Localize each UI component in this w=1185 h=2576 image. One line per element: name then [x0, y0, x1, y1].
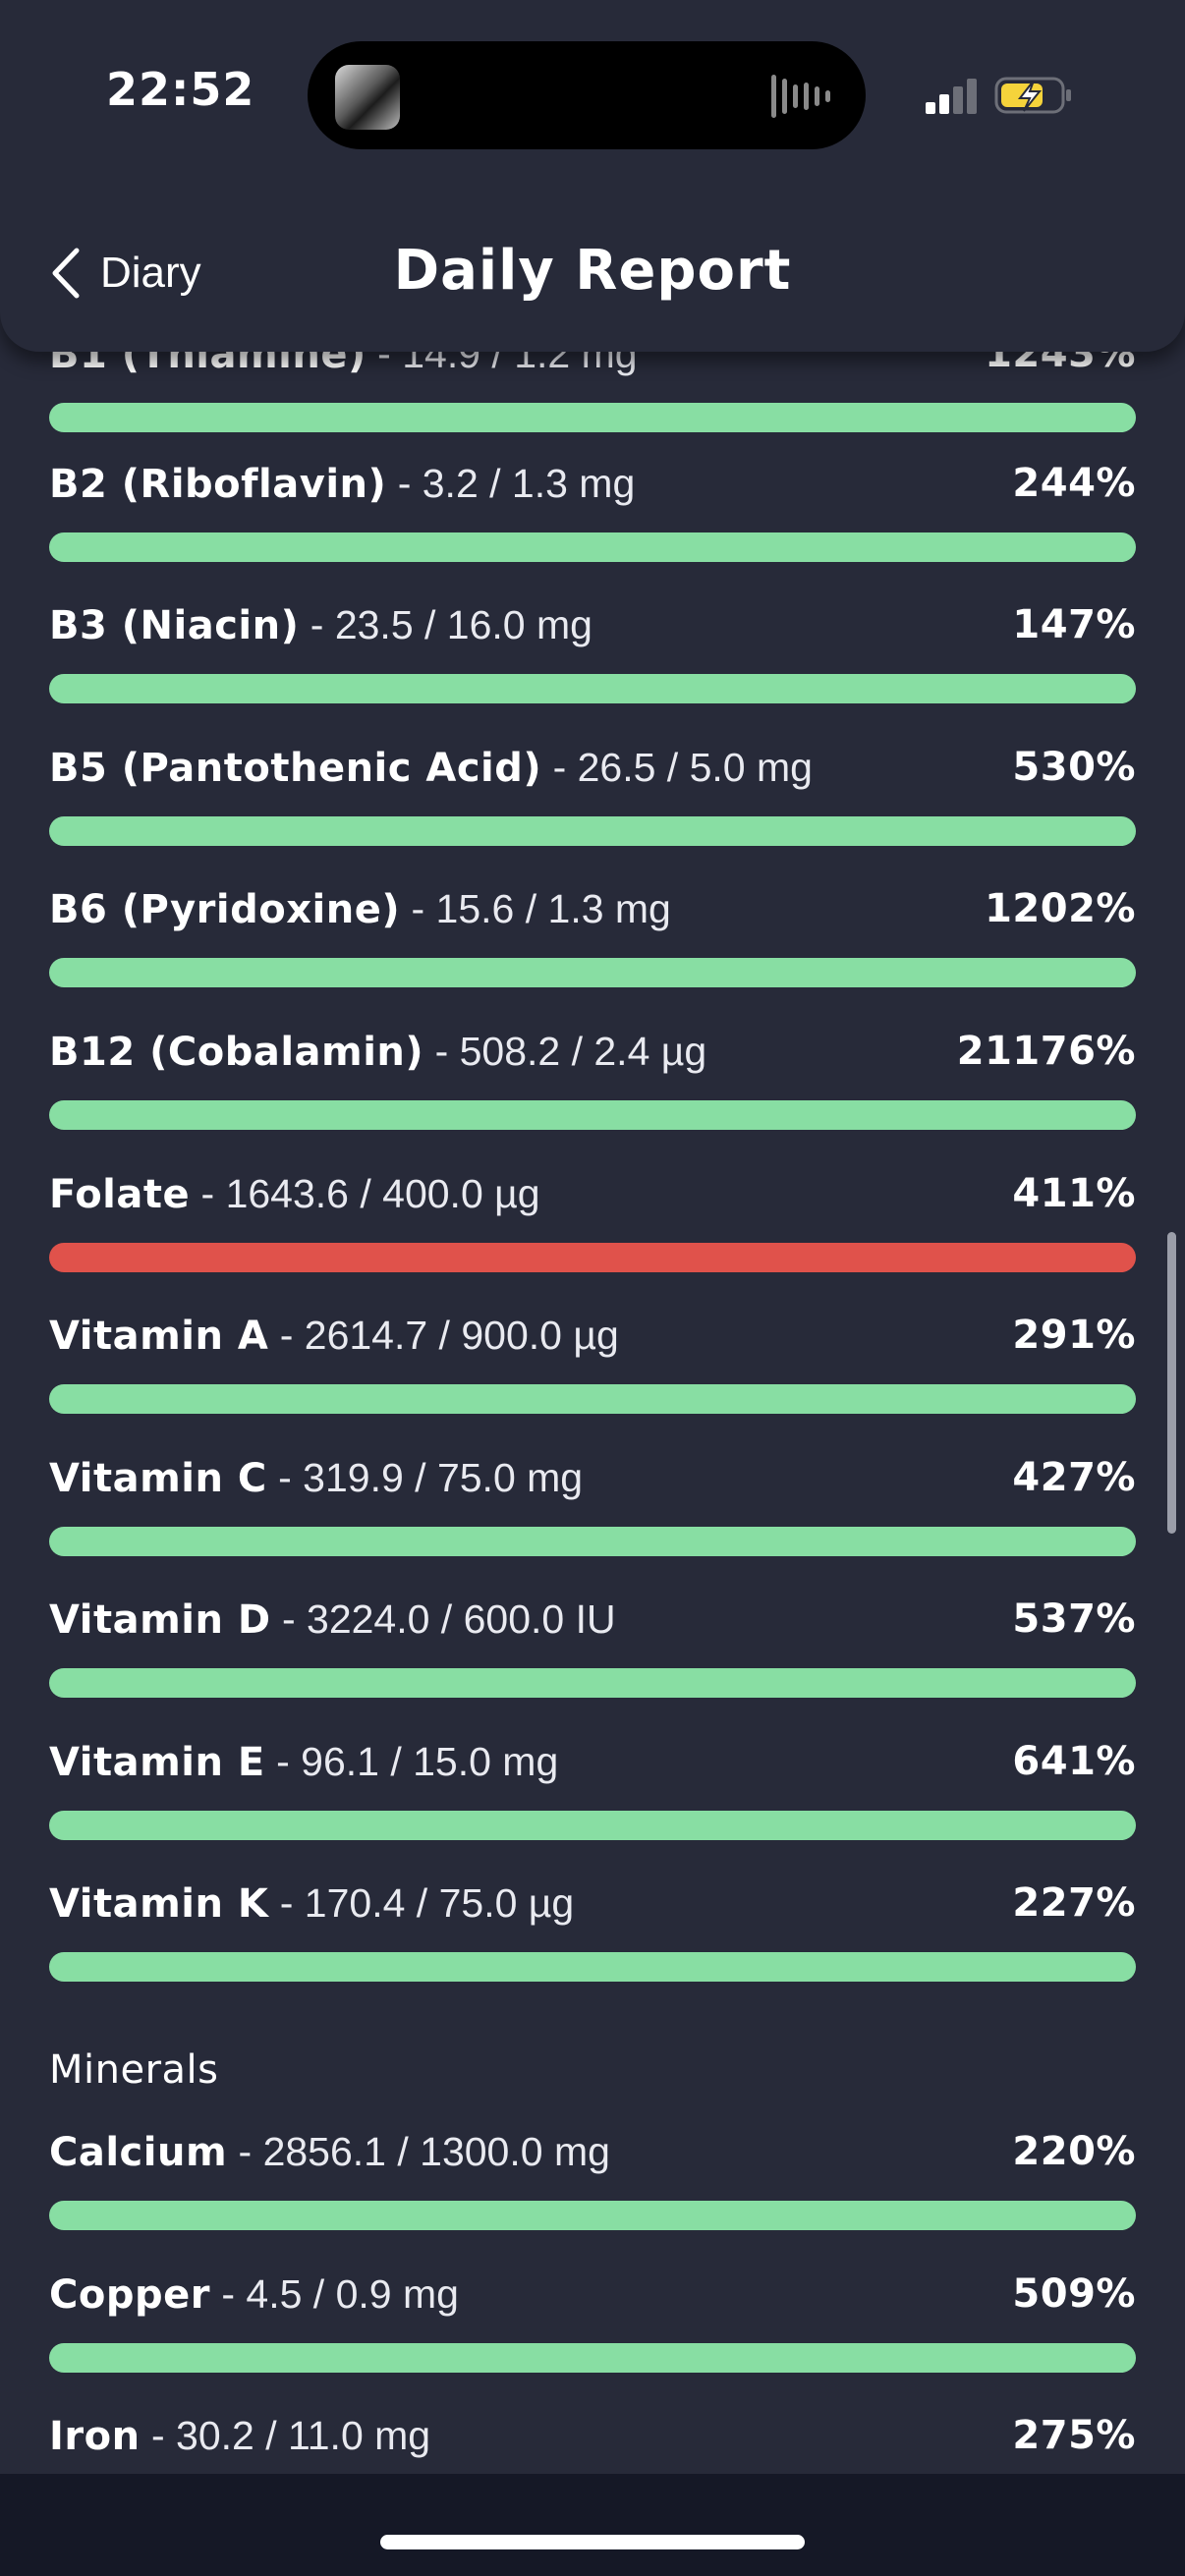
nutrient-amount: - 3224.0 / 600.0 IU: [270, 1596, 616, 1642]
nutrient-name: Vitamin C: [49, 1456, 267, 1501]
nutrient-name: Copper: [49, 2272, 210, 2318]
nutrient-name: Iron: [49, 2414, 141, 2459]
nutrient-amount: - 2856.1 / 1300.0 mg: [227, 2129, 610, 2174]
progress-bar: [49, 2343, 1136, 2373]
nutrient-name: B6 (Pyridoxine): [49, 887, 401, 932]
list-item-b5: B5 (Pantothenic Acid) - 26.5 / 5.0 mg 53…: [49, 738, 1136, 856]
dynamic-island[interactable]: [308, 41, 866, 149]
nutrient-name: Vitamin D: [49, 1597, 271, 1643]
list-item-vitamin-a: Vitamin A - 2614.7 / 900.0 µg 291%: [49, 1306, 1136, 1424]
list-item-b2: B2 (Riboflavin) - 3.2 / 1.3 mg 244%: [49, 454, 1136, 572]
list-item-b12: B12 (Cobalamin) - 508.2 / 2.4 µg 21176%: [49, 1022, 1136, 1140]
nutrient-amount: - 23.5 / 16.0 mg: [299, 602, 592, 647]
progress-bar: [49, 2201, 1136, 2230]
nutrient-percent: 244%: [1012, 461, 1136, 506]
list-item-vitamin-e: Vitamin E - 96.1 / 15.0 mg 641%: [49, 1732, 1136, 1850]
progress-bar: [49, 1100, 1136, 1130]
status-time: 22:52: [106, 63, 255, 116]
nutrient-percent: 530%: [1012, 745, 1136, 790]
progress-bar: [49, 958, 1136, 987]
nutrient-name: B5 (Pantothenic Acid): [49, 746, 542, 791]
nutrient-percent: 147%: [1012, 602, 1136, 647]
nutrient-amount: - 15.6 / 1.3 mg: [400, 886, 671, 931]
list-item-folate: Folate - 1643.6 / 400.0 µg 411%: [49, 1164, 1136, 1282]
nutrient-amount: - 2614.7 / 900.0 µg: [268, 1313, 619, 1358]
nutrient-percent: 411%: [1012, 1171, 1136, 1216]
nutrient-name: Vitamin E: [49, 1740, 265, 1785]
nutrient-name: B2 (Riboflavin): [49, 462, 387, 507]
back-button-label: Diary: [100, 249, 201, 297]
back-button[interactable]: Diary: [49, 234, 201, 312]
nutrient-amount: - 170.4 / 75.0 µg: [268, 1880, 575, 1926]
list-item-b3: B3 (Niacin) - 23.5 / 16.0 mg 147%: [49, 595, 1136, 713]
nutrient-name: B3 (Niacin): [49, 603, 300, 648]
list-item-b6: B6 (Pyridoxine) - 15.6 / 1.3 mg 1202%: [49, 879, 1136, 997]
list-item-iron: Iron - 30.2 / 11.0 mg 275%: [49, 2406, 1136, 2474]
audio-waveform-icon: [771, 75, 830, 118]
nutrient-list[interactable]: B1 (Thiamine) - 14.9 / 1.2 mg 1243% B2 (…: [0, 0, 1185, 2474]
progress-bar: [49, 532, 1136, 562]
nutrient-percent: 227%: [1012, 1880, 1136, 1926]
page-title: Daily Report: [393, 239, 792, 303]
scrollbar-thumb[interactable]: [1167, 1232, 1176, 1534]
now-playing-artwork: [335, 65, 400, 130]
list-item-copper: Copper - 4.5 / 0.9 mg 509%: [49, 2265, 1136, 2382]
nutrient-percent: 1202%: [985, 886, 1136, 931]
list-item-vitamin-c: Vitamin C - 319.9 / 75.0 mg 427%: [49, 1448, 1136, 1566]
nutrient-percent: 537%: [1012, 1596, 1136, 1642]
progress-bar: [49, 403, 1136, 432]
progress-bar: [49, 1811, 1136, 1840]
nutrient-percent: 275%: [1012, 2413, 1136, 2458]
battery-charging-icon: [994, 77, 1071, 114]
home-indicator-area: [0, 2474, 1185, 2576]
cellular-signal-icon: [926, 79, 977, 114]
nutrient-amount: - 26.5 / 5.0 mg: [541, 745, 813, 790]
nutrient-name: B12 (Cobalamin): [49, 1030, 424, 1075]
chevron-left-icon: [52, 248, 80, 299]
progress-bar-over-limit: [49, 1243, 1136, 1272]
nutrient-percent: 509%: [1012, 2271, 1136, 2317]
list-item-calcium: Calcium - 2856.1 / 1300.0 mg 220%: [49, 2122, 1136, 2240]
nutrient-amount: - 3.2 / 1.3 mg: [386, 461, 636, 506]
progress-bar: [49, 1952, 1136, 1982]
nutrient-amount: - 508.2 / 2.4 µg: [423, 1029, 707, 1074]
nutrient-name: Vitamin K: [49, 1881, 269, 1927]
home-indicator[interactable]: [380, 2535, 805, 2549]
nutrient-percent: 641%: [1012, 1739, 1136, 1784]
nutrient-amount: - 319.9 / 75.0 mg: [266, 1455, 584, 1500]
nutrient-name: Vitamin A: [49, 1314, 269, 1359]
progress-bar: [49, 1527, 1136, 1556]
nutrient-amount: - 4.5 / 0.9 mg: [209, 2271, 459, 2317]
nav-header: 22:52: [0, 0, 1185, 352]
progress-bar: [49, 816, 1136, 846]
nutrient-percent: 427%: [1012, 1455, 1136, 1500]
nutrient-name: Calcium: [49, 2130, 228, 2175]
nutrient-percent: 21176%: [956, 1029, 1136, 1074]
section-title-minerals: Minerals: [49, 2047, 219, 2093]
progress-bar: [49, 674, 1136, 703]
list-item-vitamin-k: Vitamin K - 170.4 / 75.0 µg 227%: [49, 1874, 1136, 1991]
progress-bar: [49, 1384, 1136, 1414]
progress-bar: [49, 1668, 1136, 1698]
nutrient-amount: - 1643.6 / 400.0 µg: [190, 1171, 540, 1216]
nutrient-name: Folate: [49, 1172, 191, 1217]
nutrient-percent: 291%: [1012, 1313, 1136, 1358]
list-item-vitamin-d: Vitamin D - 3224.0 / 600.0 IU 537%: [49, 1590, 1136, 1708]
nutrient-percent: 220%: [1012, 2129, 1136, 2174]
nutrient-amount: - 96.1 / 15.0 mg: [264, 1739, 559, 1784]
nutrient-amount: - 30.2 / 11.0 mg: [140, 2413, 431, 2458]
